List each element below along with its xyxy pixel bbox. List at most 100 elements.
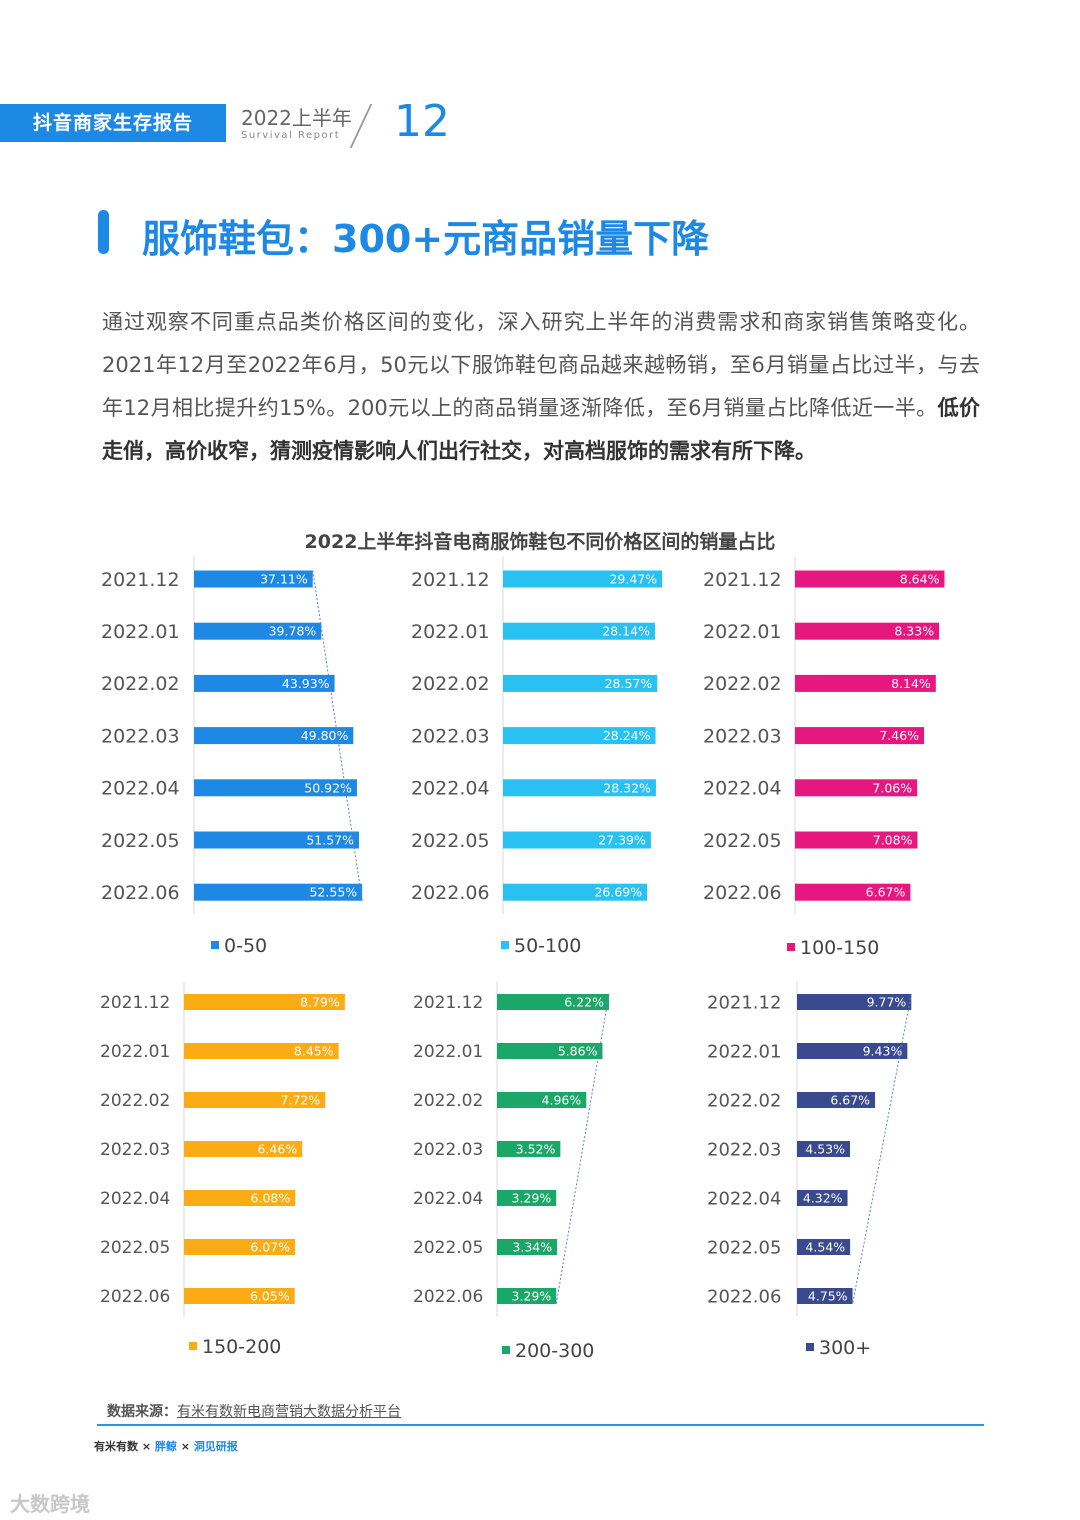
tick-label: 2022.02 [101, 673, 180, 695]
bar-50-100-2021.12 [503, 570, 663, 588]
bar-0-50-2021.12 [194, 570, 313, 588]
legend-label: 150-200 [202, 1336, 281, 1358]
tick-label: 2022.06 [411, 882, 490, 904]
legend-label: 100-150 [800, 937, 879, 959]
report-subtitle: Survival Report [241, 130, 341, 141]
footer-divider [97, 1424, 984, 1426]
bar-200-300-2022.01 [497, 1043, 603, 1059]
tick-label: 2022.01 [411, 621, 490, 643]
bar-150-200-2022.06 [184, 1288, 295, 1304]
data-label: 6.08% [251, 1191, 291, 1206]
data-label: 6.67% [830, 1093, 870, 1108]
legend-label: 200-300 [515, 1340, 594, 1362]
tick-label: 2022.06 [100, 1287, 170, 1307]
bar-100-150-2022.04 [795, 779, 918, 797]
data-label: 4.54% [805, 1240, 845, 1255]
tick-label: 2022.04 [707, 1188, 781, 1209]
data-label: 52.55% [309, 885, 357, 900]
bar-50-100-2022.02 [503, 674, 658, 692]
data-source: 数据来源：有米有数新电商营销大数据分析平台 [107, 1401, 401, 1421]
bar-0-50-2022.04 [194, 779, 357, 797]
tick-label: 2022.01 [703, 621, 782, 643]
bar-150-200-2022.04 [184, 1190, 296, 1206]
data-label: 3.52% [516, 1142, 556, 1157]
data-label: 4.53% [805, 1142, 845, 1157]
tick-label: 2022.06 [413, 1287, 483, 1307]
chart-title: 2022上半年抖音电商服饰鞋包不同价格区间的销量占比 [304, 531, 776, 553]
bar-50-100-2022.01 [503, 622, 655, 640]
legend-label: 300+ [819, 1337, 871, 1359]
bar-0-50-2022.06 [194, 883, 363, 901]
data-label: 39.78% [269, 624, 317, 639]
tick-label: 2021.12 [411, 569, 490, 591]
tick-label: 2022.03 [703, 725, 782, 747]
intro-paragraph: 通过观察不同重点品类价格区间的变化，深入研究上半年的消费需求和商家销售策略变化。… [102, 301, 980, 473]
data-label: 6.07% [250, 1240, 290, 1255]
title-accent-bar [98, 210, 109, 254]
tick-label: 2022.04 [411, 778, 490, 800]
tick-label: 2022.05 [101, 830, 180, 852]
data-label: 4.96% [542, 1093, 582, 1108]
data-label: 6.22% [564, 995, 604, 1010]
bar-200-300-2021.12 [497, 994, 609, 1010]
data-label: 26.69% [594, 885, 642, 900]
tick-label: 2022.04 [703, 778, 782, 800]
data-label: 28.14% [602, 624, 650, 639]
bar-50-100-2022.03 [503, 727, 656, 745]
legend-swatch-200-300 [502, 1346, 510, 1354]
data-label: 28.32% [603, 780, 651, 795]
data-label: 9.43% [863, 1044, 903, 1059]
data-label: 8.64% [900, 572, 940, 587]
data-label: 28.24% [603, 728, 651, 743]
data-label: 4.75% [808, 1289, 848, 1304]
bar-100-150-2022.06 [795, 883, 911, 901]
data-label: 7.72% [281, 1093, 321, 1108]
data-label: 6.05% [250, 1289, 290, 1304]
data-source-label: 数据来源： [107, 1404, 177, 1420]
data-label: 27.39% [598, 833, 646, 848]
logo-sep-2: × [180, 1440, 190, 1453]
tick-label: 2021.12 [707, 992, 781, 1013]
tick-label: 2021.12 [100, 993, 170, 1013]
bar-50-100-2022.04 [503, 779, 656, 797]
bar-300+-2022.06 [797, 1288, 853, 1304]
data-label: 3.34% [512, 1240, 552, 1255]
tick-label: 2022.05 [707, 1237, 781, 1258]
bar-150-200-2022.03 [184, 1141, 303, 1157]
tick-label: 2021.12 [101, 569, 180, 591]
tick-label: 2022.04 [413, 1189, 483, 1209]
data-label: 50.92% [304, 780, 352, 795]
tick-label: 2022.06 [707, 1286, 781, 1307]
bar-150-200-2022.05 [184, 1239, 296, 1255]
data-label: 6.46% [257, 1142, 297, 1157]
data-label: 37.11% [260, 572, 308, 587]
data-label: 7.06% [872, 780, 912, 795]
legend-swatch-50-100 [501, 941, 509, 949]
data-label: 6.67% [866, 885, 906, 900]
bar-50-100-2022.06 [503, 883, 648, 901]
tick-label: 2022.03 [707, 1139, 781, 1160]
partner-logos: 有米有数 × 胖鲸 × 洞见研报 [94, 1438, 238, 1454]
tick-label: 2022.01 [100, 1042, 170, 1062]
data-label: 3.29% [512, 1289, 552, 1304]
bar-300+-2022.03 [797, 1141, 851, 1157]
bar-0-50-2022.02 [194, 674, 335, 692]
logo-pangjing: 胖鲸 [154, 1440, 177, 1453]
bar-300+-2022.05 [797, 1239, 851, 1255]
tick-label: 2022.03 [413, 1140, 483, 1160]
tick-label: 2022.05 [411, 830, 490, 852]
data-label: 28.57% [605, 676, 653, 691]
data-label: 9.77% [867, 995, 907, 1010]
data-label: 8.14% [891, 676, 931, 691]
data-label: 8.33% [894, 624, 934, 639]
tick-label: 2022.03 [411, 725, 490, 747]
bar-150-200-2022.02 [184, 1092, 326, 1108]
report-tag: 抖音商家生存报告 [0, 104, 226, 142]
tick-label: 2022.01 [101, 621, 180, 643]
data-source-link[interactable]: 有米有数新电商营销大数据分析平台 [177, 1404, 401, 1420]
tick-label: 2022.06 [703, 882, 782, 904]
bar-200-300-2022.06 [497, 1288, 557, 1304]
intro-bold-text: 低价走俏，高价收窄，猜测疫情影响人们出行社交，对高档服饰的需求有所下降。 [102, 396, 981, 463]
tick-label: 2022.05 [413, 1238, 483, 1258]
